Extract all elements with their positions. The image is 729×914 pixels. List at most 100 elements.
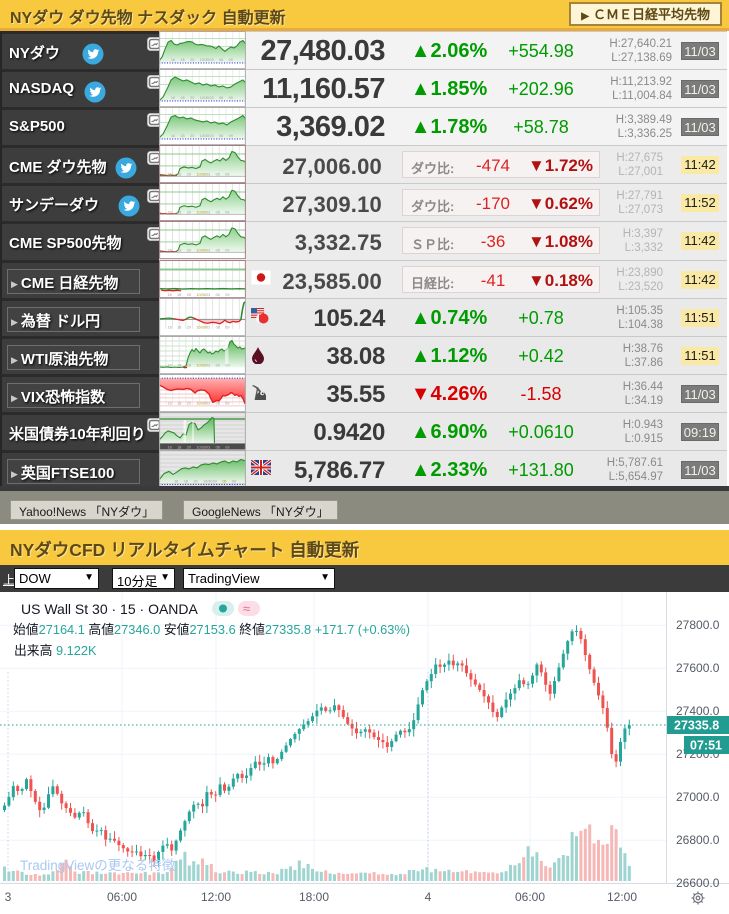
svg-text:10/30: 10/30 <box>200 58 209 62</box>
svg-text:16: 16 <box>168 211 172 215</box>
svg-text:10/30: 10/30 <box>196 211 205 215</box>
svg-text:10/30: 10/30 <box>196 325 205 329</box>
svg-text:20: 20 <box>187 446 191 450</box>
svg-text:27335.8: 27335.8 <box>674 719 719 733</box>
svg-text:20: 20 <box>187 172 191 176</box>
svg-text:06: 06 <box>216 172 220 176</box>
svg-text:18: 18 <box>177 446 181 450</box>
svg-text:10/30: 10/30 <box>196 446 205 450</box>
svg-text:≈: ≈ <box>243 601 250 616</box>
svg-text:20: 20 <box>187 325 191 329</box>
svg-text:03: 03 <box>209 58 213 62</box>
svg-text:06:00: 06:00 <box>515 890 545 904</box>
svg-text:20: 20 <box>190 96 194 100</box>
svg-text:16: 16 <box>168 363 172 367</box>
svg-text:10/30: 10/30 <box>196 172 205 176</box>
svg-text:06: 06 <box>219 58 223 62</box>
svg-text:26800.0: 26800.0 <box>676 833 720 847</box>
svg-text:09: 09 <box>229 96 233 100</box>
svg-text:20: 20 <box>193 480 197 484</box>
svg-text:09: 09 <box>225 401 229 405</box>
svg-text:12:00: 12:00 <box>607 890 637 904</box>
svg-text:18: 18 <box>177 363 181 367</box>
svg-text:10/30: 10/30 <box>196 363 205 367</box>
svg-text:27400.0: 27400.0 <box>676 704 720 718</box>
svg-text:03: 03 <box>206 363 210 367</box>
svg-text:20: 20 <box>187 292 191 296</box>
svg-text:16: 16 <box>171 58 175 62</box>
svg-text:09: 09 <box>225 249 229 253</box>
svg-text:出来高 9.122K: 出来高 9.122K <box>14 643 97 658</box>
svg-text:3: 3 <box>5 890 12 904</box>
svg-text:06: 06 <box>219 96 223 100</box>
svg-text:4: 4 <box>425 890 432 904</box>
svg-text:03: 03 <box>209 134 213 138</box>
svg-text:06:00: 06:00 <box>107 890 137 904</box>
svg-text:18: 18 <box>177 211 181 215</box>
svg-text:20: 20 <box>187 401 191 405</box>
svg-text:03: 03 <box>209 96 213 100</box>
svg-text:09: 09 <box>229 58 233 62</box>
svg-text:09: 09 <box>225 446 229 450</box>
svg-text:16: 16 <box>174 480 178 484</box>
svg-text:始値27164.1 高値27346.0 安値27153.6: 始値27164.1 高値27346.0 安値27153.6 終値27335.8 … <box>13 622 410 637</box>
svg-text:03: 03 <box>206 211 210 215</box>
svg-text:03: 03 <box>206 401 210 405</box>
svg-text:10/30: 10/30 <box>196 249 205 253</box>
svg-text:16: 16 <box>168 292 172 296</box>
svg-text:18: 18 <box>180 96 184 100</box>
svg-text:06: 06 <box>216 292 220 296</box>
svg-text:16: 16 <box>168 325 172 329</box>
svg-text:09: 09 <box>232 480 236 484</box>
svg-text:27800.0: 27800.0 <box>676 618 720 632</box>
svg-text:03: 03 <box>213 480 217 484</box>
svg-text:03: 03 <box>206 249 210 253</box>
svg-text:09: 09 <box>225 211 229 215</box>
svg-text:16: 16 <box>168 172 172 176</box>
svg-text:06: 06 <box>222 480 226 484</box>
svg-text:09: 09 <box>225 292 229 296</box>
svg-text:16: 16 <box>168 249 172 253</box>
svg-text:06: 06 <box>216 325 220 329</box>
svg-text:03: 03 <box>206 446 210 450</box>
svg-text:10/30: 10/30 <box>196 292 205 296</box>
svg-text:18: 18 <box>180 58 184 62</box>
svg-text:07:51: 07:51 <box>690 739 722 753</box>
svg-text:09: 09 <box>225 363 229 367</box>
svg-text:09: 09 <box>225 325 229 329</box>
svg-text:06: 06 <box>216 446 220 450</box>
svg-text:10/30: 10/30 <box>203 480 212 484</box>
svg-text:16: 16 <box>168 446 172 450</box>
svg-text:10/30: 10/30 <box>200 134 209 138</box>
svg-text:03: 03 <box>206 172 210 176</box>
svg-text:18: 18 <box>177 325 181 329</box>
svg-text:18: 18 <box>180 134 184 138</box>
svg-text:27600.0: 27600.0 <box>676 661 720 675</box>
svg-text:18: 18 <box>177 292 181 296</box>
svg-text:US Wall St 30 · 15 · OANDA: US Wall St 30 · 15 · OANDA <box>21 601 199 617</box>
svg-text:20: 20 <box>187 363 191 367</box>
svg-text:06: 06 <box>216 211 220 215</box>
svg-text:06: 06 <box>216 401 220 405</box>
svg-text:20: 20 <box>187 249 191 253</box>
svg-text:16: 16 <box>171 134 175 138</box>
svg-text:18: 18 <box>177 401 181 405</box>
svg-text:06: 06 <box>216 249 220 253</box>
svg-text:09: 09 <box>225 172 229 176</box>
svg-text:26600.0: 26600.0 <box>676 876 720 890</box>
svg-text:12:00: 12:00 <box>201 890 231 904</box>
svg-text:18:00: 18:00 <box>299 890 329 904</box>
svg-text:20: 20 <box>190 134 194 138</box>
svg-text:18: 18 <box>177 249 181 253</box>
svg-text:03: 03 <box>206 325 210 329</box>
svg-text:06: 06 <box>219 134 223 138</box>
svg-text:18: 18 <box>184 480 188 484</box>
svg-text:20: 20 <box>190 58 194 62</box>
svg-text:20: 20 <box>187 211 191 215</box>
svg-text:03: 03 <box>206 292 210 296</box>
svg-text:09: 09 <box>229 134 233 138</box>
svg-text:06: 06 <box>216 363 220 367</box>
svg-text:16: 16 <box>171 96 175 100</box>
svg-text:10/30: 10/30 <box>196 401 205 405</box>
svg-text:18: 18 <box>177 172 181 176</box>
